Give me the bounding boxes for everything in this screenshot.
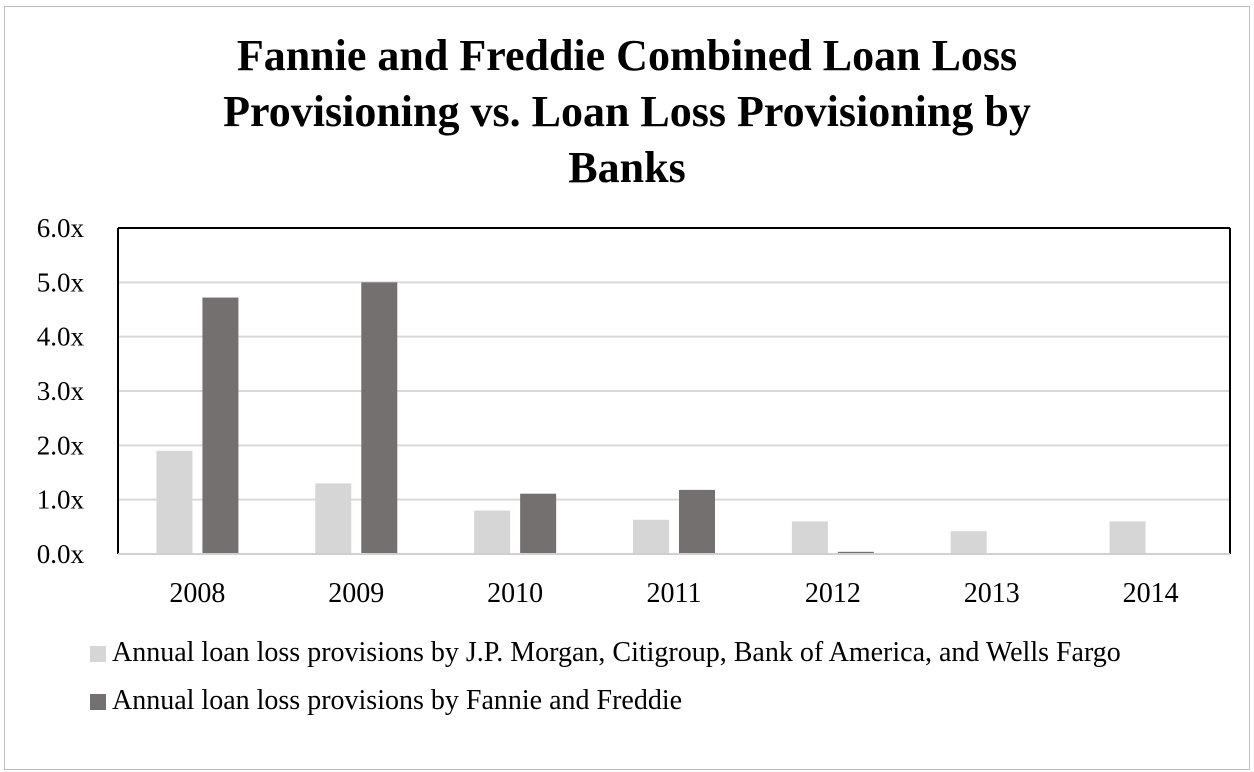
bar-banks — [474, 510, 511, 554]
legend-item-banks: Annual loan loss provisions by J.P. Morg… — [90, 636, 1220, 670]
y-tick-label: 3.0x — [37, 376, 85, 406]
bar-fannie-freddie — [202, 297, 239, 554]
legend-swatch-fannie-freddie — [90, 694, 106, 710]
y-tick-label: 1.0x — [37, 485, 85, 515]
y-tick-label: 2.0x — [37, 430, 85, 460]
chart-title-line-1: Fannie and Freddie Combined Loan Loss — [236, 31, 1018, 80]
y-tick-label: 5.0x — [37, 267, 85, 297]
chart-title: Fannie and Freddie Combined Loan Loss Pr… — [0, 28, 1254, 196]
bar-fannie-freddie — [679, 489, 715, 554]
chart-legend: Annual loan loss provisions by J.P. Morg… — [90, 636, 1220, 732]
chart-title-line-3: Banks — [568, 143, 686, 192]
legend-swatch-banks — [90, 646, 106, 662]
bar-banks — [1109, 521, 1146, 554]
y-tick-label: 6.0x — [37, 213, 85, 243]
bar-banks — [791, 521, 828, 554]
x-tick-label: 2010 — [487, 578, 543, 609]
y-tick-label: 4.0x — [37, 322, 85, 352]
x-tick-label: 2011 — [647, 578, 702, 609]
bar-fannie-freddie — [520, 493, 557, 554]
x-tick-label: 2012 — [805, 578, 861, 609]
chart-title-line-2: Provisioning vs. Loan Loss Provisioning … — [223, 87, 1031, 136]
bar-fannie-freddie — [361, 282, 398, 554]
bar-banks — [950, 531, 987, 554]
x-tick-label: 2013 — [964, 578, 1020, 609]
legend-item-fannie-freddie: Annual loan loss provisions by Fannie an… — [90, 684, 1220, 718]
bar-banks — [315, 483, 352, 554]
legend-label-fannie-freddie: Annual loan loss provisions by Fannie an… — [112, 685, 683, 716]
bar-chart: 0.0x 1.0x 2.0x 3.0x 4.0x 5.0x 6.0x 2008 2009 2010… — [37, 213, 1231, 609]
x-tick-label: 2009 — [328, 578, 384, 609]
y-tick-label: 0.0x — [37, 539, 85, 569]
legend-label-banks: Annual loan loss provisions by J.P. Morg… — [112, 637, 1121, 668]
bar-banks — [633, 519, 669, 554]
chart-frame — [4, 6, 1250, 770]
bar-fannie-freddie — [837, 551, 874, 554]
x-tick-label: 2014 — [1123, 578, 1179, 609]
x-tick-label: 2008 — [169, 578, 225, 609]
bar-banks — [156, 450, 193, 554]
